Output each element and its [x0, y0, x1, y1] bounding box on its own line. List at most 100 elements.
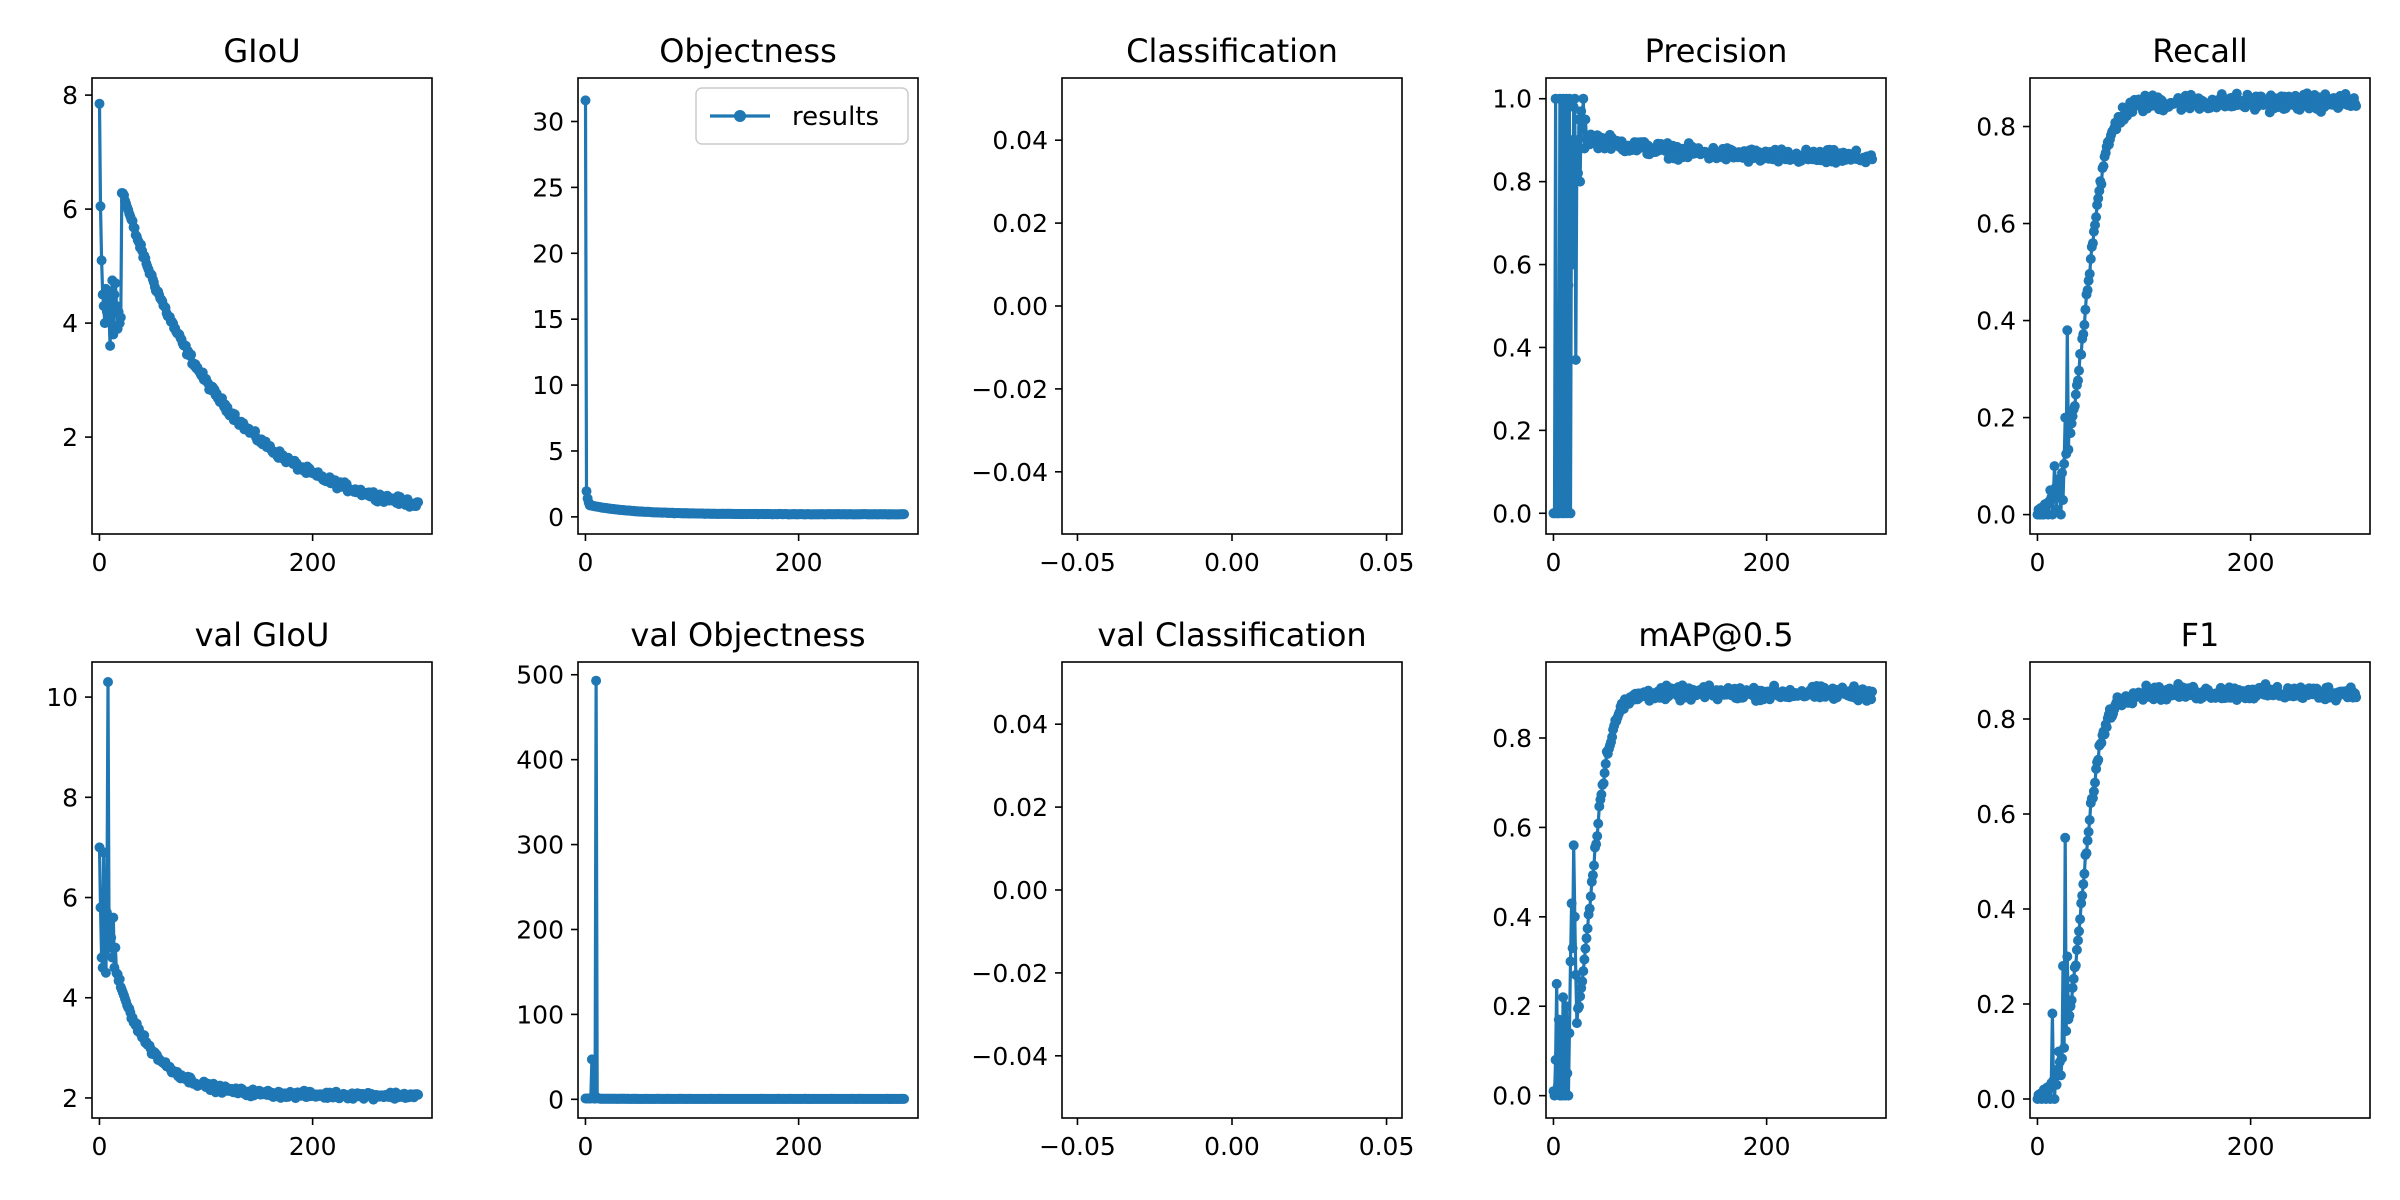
y-tick-label: −0.02 [971, 375, 1048, 404]
data-point [580, 95, 591, 106]
series-results [580, 675, 910, 1104]
data-point [1584, 903, 1595, 914]
data-point [2062, 325, 2073, 336]
y-tick-label: 0.0 [1492, 499, 1532, 528]
data-point [1563, 280, 1574, 291]
data-point [2085, 254, 2096, 264]
data-point [1599, 768, 1610, 778]
data-point [1577, 976, 1588, 987]
data-point [2076, 349, 2087, 360]
data-point [1561, 1001, 1572, 1012]
legend-marker [734, 110, 746, 122]
data-point [1562, 1068, 1573, 1079]
series-results [580, 95, 910, 520]
y-tick-label: 0.2 [1976, 404, 2016, 433]
y-tick-label: −0.04 [971, 458, 1048, 487]
data-point [2082, 835, 2093, 846]
y-tick-label: 1.0 [1492, 85, 1532, 114]
y-tick-label: 0.4 [1492, 333, 1532, 362]
subplot-val-giou: val GIoU 0 200 2 4 6 8 10 [46, 616, 433, 1161]
x-tick-label: 200 [2227, 1132, 2275, 1161]
subplot-val-objectness: val Objectness 0 200 0 100 200 300 400 500 [516, 616, 919, 1161]
data-point [2077, 890, 2088, 901]
data-point [1570, 354, 1581, 365]
axes-frame [1061, 661, 1403, 1119]
data-point [586, 1054, 597, 1065]
y-tick-label: 200 [516, 915, 564, 944]
data-point [115, 312, 126, 323]
data-point [2063, 444, 2074, 455]
y-tick-label: 0.00 [992, 876, 1048, 905]
subplot-title: val Objectness [630, 616, 865, 654]
data-point [2087, 238, 2098, 249]
x-tick-label: 0.00 [1204, 548, 1260, 577]
data-point [1566, 898, 1577, 909]
data-point [2084, 815, 2095, 825]
data-point [1555, 446, 1566, 457]
data-point [2074, 926, 2084, 937]
y-tick-label: 0.6 [1976, 800, 2016, 829]
data-point [2068, 973, 2079, 984]
subplot-map50: mAP@0.5 0 200 0.0 0.2 0.4 0.6 0.8 [1492, 616, 1887, 1161]
y-tick-label: 0.0 [1976, 1085, 2016, 1114]
data-point [1564, 1028, 1575, 1039]
series-results [2032, 679, 2362, 1104]
x-tick-label: 200 [775, 1132, 823, 1161]
y-tick-label: 25 [532, 173, 564, 202]
data-point [1552, 1081, 1563, 1092]
data-point [1565, 956, 1576, 967]
subplot-giou: GIoU 0 200 2 4 6 8 [62, 32, 433, 577]
series-line [1551, 683, 1874, 1098]
data-point [1585, 891, 1596, 902]
data-point [2078, 879, 2089, 890]
data-point [1575, 176, 1586, 187]
axes-frame [577, 77, 919, 535]
data-point [2101, 722, 2112, 733]
data-point [2055, 509, 2066, 520]
data-point [1867, 686, 1878, 697]
data-point [1600, 758, 1611, 769]
data-point [2058, 961, 2068, 971]
data-point [2061, 1026, 2072, 1036]
y-tick-label: 5 [548, 437, 564, 466]
data-point [413, 497, 424, 508]
subplot-title: Recall [2152, 32, 2247, 70]
data-point [1598, 778, 1609, 789]
series-results [94, 98, 424, 512]
data-point [1574, 1001, 1584, 1012]
data-point [413, 1089, 424, 1100]
data-point [1578, 93, 1589, 104]
x-tick-label: −0.05 [1039, 548, 1116, 577]
data-point [2096, 737, 2107, 748]
data-point [2073, 935, 2083, 946]
data-point [1568, 840, 1579, 851]
y-tick-label: 0.4 [1976, 895, 2016, 924]
data-point [1607, 732, 1618, 742]
subplot-title: Objectness [659, 32, 837, 70]
y-tick-label: 0.02 [992, 793, 1048, 822]
y-tick-label: 0.2 [1492, 992, 1532, 1021]
data-point [2055, 1070, 2066, 1081]
data-point [899, 509, 910, 520]
series-results [1548, 93, 1878, 519]
data-point [1567, 259, 1578, 270]
data-point [2096, 179, 2107, 190]
data-point [1551, 978, 1562, 989]
y-tick-label: 6 [62, 884, 78, 913]
y-tick-label: 4 [62, 309, 78, 338]
data-point [114, 974, 125, 985]
x-tick-label: 200 [289, 1132, 337, 1161]
data-point [2066, 418, 2077, 429]
data-point [1575, 991, 1586, 1002]
data-point [1592, 831, 1603, 842]
y-tick-label: 0.8 [1976, 113, 2016, 142]
data-point [2066, 995, 2077, 1006]
x-tick-label: 0 [578, 548, 594, 577]
x-tick-label: 0 [2030, 548, 2046, 577]
data-point [2059, 1042, 2070, 1053]
data-point [2079, 868, 2090, 879]
subplot-title: Precision [1645, 32, 1788, 70]
legend-label: results [792, 102, 879, 132]
y-tick-label: 0.6 [1492, 251, 1532, 280]
